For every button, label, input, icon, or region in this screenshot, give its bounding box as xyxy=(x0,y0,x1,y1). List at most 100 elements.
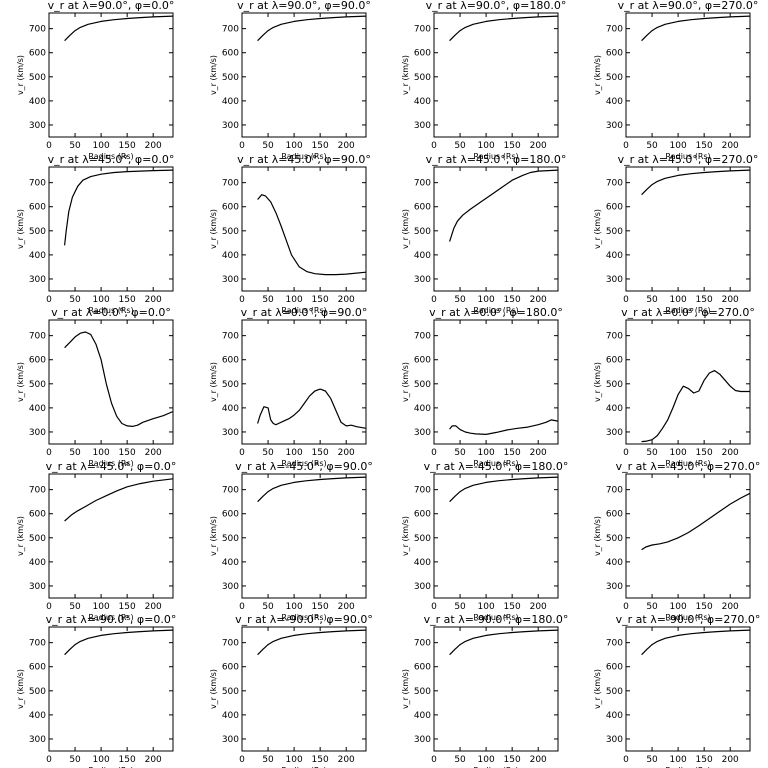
x-tick-label: 0 xyxy=(431,755,437,765)
chart-title: v_r at λ=0.0°, φ=270.0° xyxy=(621,306,755,319)
y-tick-label: 300 xyxy=(222,428,239,438)
plot-frame xyxy=(241,319,367,445)
x-tick-label: 0 xyxy=(46,141,52,151)
x-tick-label: 100 xyxy=(670,141,687,151)
y-tick-label: 400 xyxy=(414,404,431,414)
y-tick-label: 300 xyxy=(29,428,46,438)
chart-panel: v_r at λ=-90.0°, φ=90.0° 0 50 100 150 200 300 4… xyxy=(209,613,373,768)
y-axis-label: v_r (km/s) xyxy=(16,209,25,249)
chart-panel: v_r at λ=45.0°, φ=180.0° 0 50 100 150 200 300 4… xyxy=(401,153,566,315)
y-tick-label: 600 xyxy=(414,663,431,673)
plot-frame xyxy=(48,12,174,138)
y-tick-label: 400 xyxy=(606,97,623,107)
x-tick-label: 50 xyxy=(646,755,658,765)
x-tick-label: 50 xyxy=(69,602,81,612)
series-line xyxy=(641,15,751,42)
x-tick-label: 200 xyxy=(145,755,162,765)
x-tick-label: 50 xyxy=(454,602,466,612)
x-tick-label: 100 xyxy=(93,448,110,458)
chart-title: v_r at λ=0.0°, φ=180.0° xyxy=(429,306,563,319)
y-tick-label: 500 xyxy=(222,380,239,390)
y-tick-label: 600 xyxy=(29,663,46,673)
y-tick-label: 700 xyxy=(29,25,46,35)
y-tick-label: 700 xyxy=(29,179,46,189)
x-tick-label: 50 xyxy=(69,295,81,305)
x-tick-label: 100 xyxy=(286,602,303,612)
x-tick-label: 0 xyxy=(239,448,245,458)
x-tick-label: 100 xyxy=(286,295,303,305)
y-axis-label: v_r (km/s) xyxy=(209,669,218,709)
x-tick-label: 150 xyxy=(312,602,329,612)
y-tick-label: 600 xyxy=(222,356,239,366)
y-axis-label: v_r (km/s) xyxy=(401,362,410,402)
x-tick-label: 150 xyxy=(696,755,713,765)
y-tick-label: 300 xyxy=(414,121,431,131)
x-tick-label: 50 xyxy=(262,141,274,151)
y-axis-label: v_r (km/s) xyxy=(593,209,602,249)
chart-panel: v_r at λ=-45.0°, φ=0.0° 0 50 100 150 200 300 40… xyxy=(16,460,176,622)
x-tick-label: 150 xyxy=(504,755,521,765)
y-tick-label: 500 xyxy=(606,73,623,83)
y-tick-label: 400 xyxy=(414,558,431,568)
x-axis-label: Radius (Rs) xyxy=(281,613,326,622)
chart-title: v_r at λ=-90.0°, φ=0.0° xyxy=(46,613,177,626)
x-tick-label: 200 xyxy=(530,141,547,151)
chart-title: v_r at λ=-45.0°, φ=180.0° xyxy=(424,460,569,473)
series-line xyxy=(64,15,174,42)
y-tick-label: 500 xyxy=(222,687,239,697)
plot-frame xyxy=(48,319,174,445)
x-tick-label: 150 xyxy=(696,602,713,612)
y-tick-label: 400 xyxy=(606,404,623,414)
chart-panel: v_r at λ=90.0°, φ=270.0° 0 50 100 150 200 300 4… xyxy=(593,0,758,161)
x-tick-label: 50 xyxy=(69,141,81,151)
series-line xyxy=(449,15,559,42)
x-tick-label: 0 xyxy=(46,755,52,765)
x-axis-label: Radius (Rs) xyxy=(665,152,710,161)
series-line xyxy=(257,388,367,429)
x-tick-label: 100 xyxy=(670,602,687,612)
y-tick-label: 500 xyxy=(414,534,431,544)
x-tick-label: 100 xyxy=(93,602,110,612)
y-tick-label: 500 xyxy=(222,73,239,83)
x-tick-label: 100 xyxy=(286,755,303,765)
y-tick-label: 300 xyxy=(606,275,623,285)
x-axis-label: Radius (Rs) xyxy=(665,459,710,468)
x-tick-label: 200 xyxy=(145,295,162,305)
x-tick-label: 150 xyxy=(312,295,329,305)
x-tick-label: 200 xyxy=(145,448,162,458)
chart-panel: v_r at λ=45.0°, φ=90.0° 0 50 100 150 200 300 40… xyxy=(209,153,371,315)
y-tick-label: 400 xyxy=(29,404,46,414)
y-axis-label: v_r (km/s) xyxy=(16,55,25,95)
y-tick-label: 500 xyxy=(29,687,46,697)
y-tick-label: 300 xyxy=(222,582,239,592)
y-tick-label: 400 xyxy=(29,97,46,107)
x-tick-label: 200 xyxy=(722,295,739,305)
x-tick-label: 50 xyxy=(454,141,466,151)
y-tick-label: 400 xyxy=(606,558,623,568)
x-tick-label: 50 xyxy=(262,448,274,458)
y-tick-label: 600 xyxy=(414,510,431,520)
x-tick-label: 200 xyxy=(722,141,739,151)
y-tick-label: 300 xyxy=(414,582,431,592)
chart-title: v_r at λ=45.0°, φ=180.0° xyxy=(426,153,567,166)
chart-panel: v_r at λ=-45.0°, φ=270.0° 0 50 100 150 200 300… xyxy=(593,460,760,622)
y-axis-label: v_r (km/s) xyxy=(401,209,410,249)
plot-frame xyxy=(48,166,174,292)
chart-panel: v_r at λ=45.0°, φ=270.0° 0 50 100 150 200 300 4… xyxy=(593,153,758,315)
series-line xyxy=(64,478,174,522)
x-tick-label: 100 xyxy=(93,755,110,765)
y-tick-label: 600 xyxy=(222,49,239,59)
y-tick-label: 400 xyxy=(414,711,431,721)
series-line xyxy=(449,419,559,435)
y-tick-label: 500 xyxy=(606,687,623,697)
chart-panel: v_r at λ=0.0°, φ=90.0° 0 50 100 150 200 300 400… xyxy=(209,306,367,468)
y-tick-label: 700 xyxy=(414,332,431,342)
plot-frame xyxy=(241,473,367,599)
x-tick-label: 150 xyxy=(119,602,136,612)
x-axis-label: Radius (Rs) xyxy=(665,613,710,622)
series-line xyxy=(449,629,559,656)
x-tick-label: 200 xyxy=(530,602,547,612)
x-tick-label: 200 xyxy=(145,141,162,151)
x-tick-label: 200 xyxy=(722,448,739,458)
